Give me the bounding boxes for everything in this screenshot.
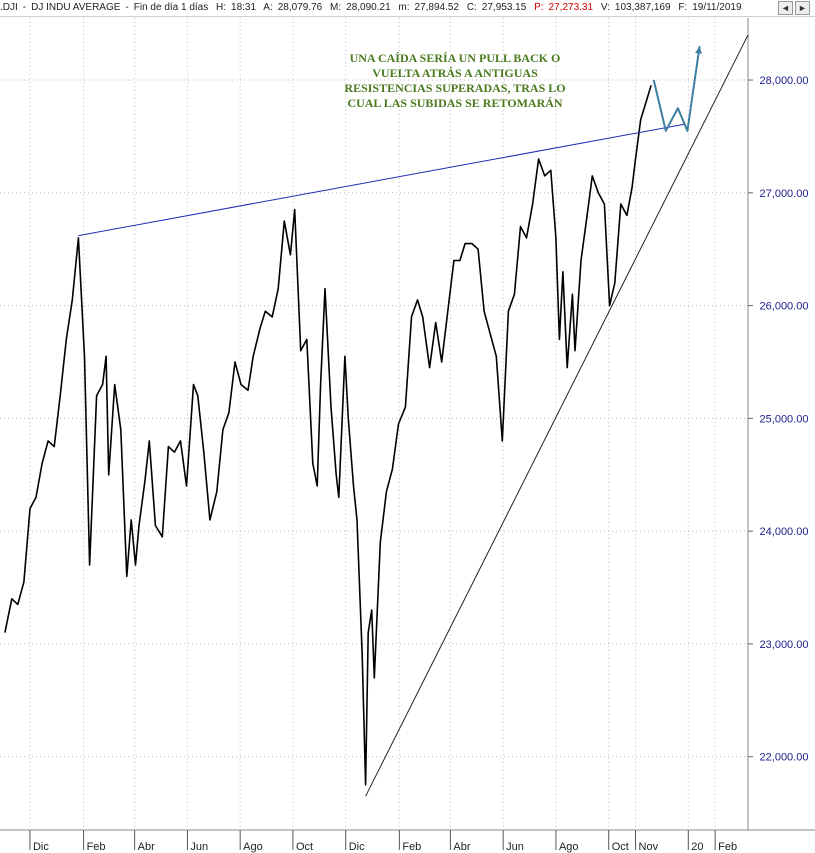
hour-label: H:	[216, 2, 227, 13]
y-tick-label: 23,000.00	[760, 639, 809, 651]
y-tick-label: 27,000.00	[760, 188, 809, 200]
y-tick-label: 26,000.00	[760, 301, 809, 313]
symbol: .DJI	[0, 2, 18, 13]
forecast-arrowhead	[695, 46, 702, 54]
plot-area	[4, 34, 749, 797]
x-axis: Dic Feb Abr Jun Ago Oct Dic Feb Abr Jun Ago Oct Nov 2…	[0, 18, 815, 853]
instrument-name: DJ INDU AVERAGE	[31, 2, 121, 13]
x-tick-label: 20	[691, 841, 703, 853]
hour-value: 18:31	[231, 2, 257, 13]
p-value: 27,273.31	[548, 2, 594, 13]
date-label: F:	[678, 2, 688, 13]
x-tick-label: Ago	[243, 841, 263, 853]
x-tick-label: Jun	[506, 841, 524, 853]
close-label: C:	[466, 2, 477, 13]
y-tick-label: 22,000.00	[760, 752, 809, 764]
date-value: 19/11/2019	[692, 2, 742, 13]
scroll-left-button[interactable]: ◄	[778, 1, 793, 15]
volume-value: 103,387,169	[614, 2, 671, 13]
x-tick-label: Oct	[612, 841, 629, 853]
annotation-line: UNA CAÍDA SERÍA UN PULL BACK O	[350, 51, 561, 65]
x-tick-label: Oct	[296, 841, 313, 853]
low-label: m:	[398, 2, 410, 13]
x-tick-label: Ago	[559, 841, 579, 853]
max-value: 28,090.21	[346, 2, 391, 13]
x-tick-label: Abr	[138, 841, 155, 853]
x-tick-label: Jun	[190, 841, 208, 853]
chart-header: .DJI - DJ INDU AVERAGE - Fin de día 1 días H…	[0, 0, 815, 17]
annotation-line: VUELTA ATRÁS A ANTIGUAS	[372, 66, 538, 80]
resistance-trendline	[78, 123, 686, 237]
x-tick-label: Dic	[33, 841, 49, 853]
y-tick-label: 24,000.00	[760, 526, 809, 538]
scroll-right-button[interactable]: ►	[795, 1, 810, 15]
x-tick-label: Abr	[453, 841, 470, 853]
x-tick-label: Dic	[349, 841, 365, 853]
period: Fin de día 1 días	[133, 2, 209, 13]
high-value: 28,079.76	[277, 2, 323, 13]
annotation-line: RESISTENCIAS SUPERADAS, TRAS LO	[344, 81, 565, 95]
volume-label: V:	[600, 2, 610, 13]
high-label: A:	[263, 2, 273, 13]
x-tick-label: Nov	[639, 841, 659, 853]
annotation-line: CUAL LAS SUBIDAS SE RETOMARÁN	[347, 96, 562, 110]
forecast-path	[652, 46, 701, 132]
x-tick-label: Feb	[718, 841, 737, 853]
max-label: M:	[330, 2, 342, 13]
support-trendline	[365, 34, 749, 797]
low-value: 27,894.52	[414, 2, 460, 13]
x-tick-label: Feb	[87, 841, 106, 853]
p-label: P:	[534, 2, 544, 13]
y-tick-label: 28,000.00	[760, 75, 809, 87]
close-value: 27,953.15	[481, 2, 527, 13]
x-tick-label: Feb	[402, 841, 421, 853]
price-series-line	[4, 85, 652, 786]
y-tick-label: 25,000.00	[760, 413, 809, 425]
